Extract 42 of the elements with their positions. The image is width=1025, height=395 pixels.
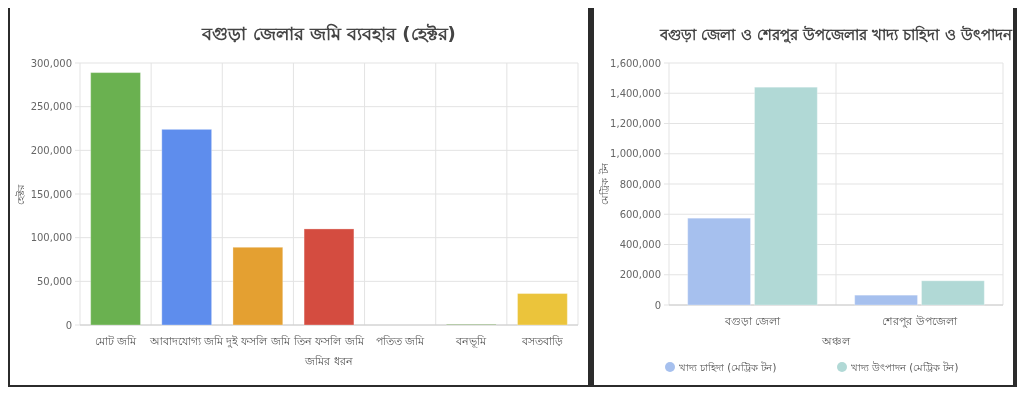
chart-title: বগুড়া জেলা ও শেরপুর উপজেলার খাদ্য চাহিদা ও উৎপাদন bbox=[659, 25, 1013, 44]
x-tick-label: বসতবাড়ি bbox=[520, 335, 563, 348]
bar bbox=[854, 294, 918, 306]
y-tick-label: 100,000 bbox=[30, 232, 72, 244]
bar bbox=[754, 86, 818, 306]
bar bbox=[232, 246, 284, 326]
y-tick-label: 1,400,000 bbox=[610, 87, 661, 99]
x-tick-label: মোট জমি bbox=[94, 335, 138, 348]
y-tick-label: 600,000 bbox=[619, 208, 661, 220]
bar bbox=[161, 128, 213, 326]
legend-label: খাদ্য চাহিদা (মেট্রিক টন) bbox=[679, 360, 777, 373]
bar bbox=[687, 217, 751, 306]
y-tick-label: 250,000 bbox=[30, 101, 72, 113]
y-tick-label: 50,000 bbox=[37, 275, 72, 287]
y-tick-label: 0 bbox=[65, 319, 72, 331]
x-tick-label: শেরপুর উপজেলা bbox=[882, 315, 958, 328]
y-tick-label: 150,000 bbox=[30, 188, 72, 200]
x-tick-label: পতিত জমি bbox=[375, 335, 426, 348]
x-axis-title: জমির ধরন bbox=[304, 355, 353, 368]
x-tick-label: তিন ফসলি জমি bbox=[293, 335, 365, 348]
y-tick-label: 1,000,000 bbox=[610, 148, 661, 160]
y-tick-label: 1,200,000 bbox=[610, 118, 661, 129]
y-axis-title: মেট্রিক টন bbox=[598, 162, 610, 205]
y-tick-label: 400,000 bbox=[619, 239, 661, 250]
x-tick-label: আবাদযোগ্য জমি bbox=[148, 335, 225, 348]
x-axis-title: অঞ্চল bbox=[821, 335, 851, 348]
y-tick-label: 200,000 bbox=[619, 269, 661, 281]
x-tick-label: দুই ফসলি জমি bbox=[224, 335, 291, 348]
y-tick-label: 1,600,000 bbox=[610, 57, 661, 69]
y-axis-title: হেক্টর bbox=[15, 183, 26, 205]
bar bbox=[303, 228, 355, 326]
y-tick-label: 800,000 bbox=[619, 178, 661, 190]
y-tick-label: 300,000 bbox=[30, 57, 72, 69]
y-tick-label: 0 bbox=[654, 299, 661, 311]
x-tick-label: বগুড়া জেলা bbox=[723, 315, 782, 328]
x-tick-label: বনভূমি bbox=[455, 335, 488, 348]
chart-title: বগুড়া জেলার জমি ব্যবহার (হেক্টর) bbox=[201, 23, 456, 44]
bar bbox=[90, 72, 141, 326]
legend-label: খাদ্য উৎপাদন (মেট্রিক টন) bbox=[851, 360, 959, 373]
bar bbox=[517, 293, 568, 326]
y-tick-label: 200,000 bbox=[30, 144, 72, 156]
bar bbox=[921, 280, 985, 306]
